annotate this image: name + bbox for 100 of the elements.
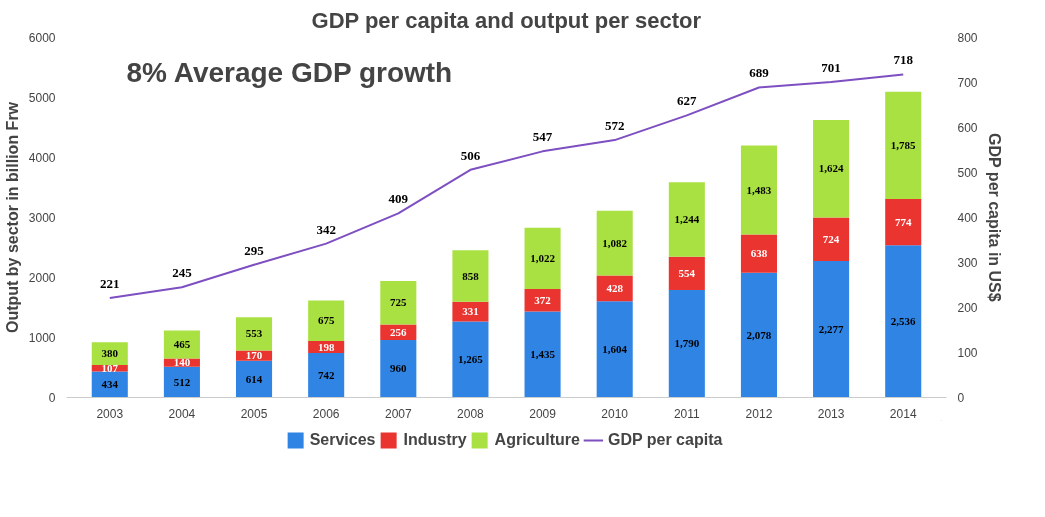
data-label: 638 (750, 247, 768, 260)
data-label: 572 (604, 118, 625, 134)
bar (885, 198, 922, 246)
legend-label: Agriculture (494, 431, 580, 449)
data-label: 725 (390, 296, 408, 309)
y2-tick-label: 700 (957, 76, 978, 90)
bar (740, 234, 777, 273)
data-label: 554 (678, 266, 696, 279)
data-label: 724 (822, 232, 840, 245)
data-label: 614 (245, 372, 263, 385)
bar (380, 339, 417, 398)
data-label: 553 (245, 327, 263, 340)
bar (380, 281, 417, 325)
y2-tick-label: 400 (957, 211, 978, 225)
x-tick-label: 2014 (889, 406, 917, 421)
data-label: 170 (245, 349, 263, 362)
data-label: 675 (317, 314, 335, 327)
bar (740, 272, 777, 398)
y-tick-label: 1000 (28, 331, 56, 345)
bar (596, 301, 633, 398)
x-tick-label: 2011 (673, 406, 701, 421)
y2-axis-title: GDP per capita in US$ (985, 133, 1003, 302)
data-label: 1,604 (602, 342, 628, 355)
data-label: 221 (100, 276, 120, 292)
bar (813, 120, 850, 218)
bar (236, 317, 273, 351)
y-tick-label: 4000 (28, 151, 56, 165)
data-label: 140 (173, 356, 191, 369)
data-label: 689 (749, 65, 770, 81)
data-label: 2,277 (818, 322, 844, 335)
bar (308, 300, 345, 342)
bar (885, 245, 922, 398)
x-tick-label: 2007 (384, 406, 412, 421)
data-label: 1,785 (890, 138, 917, 151)
data-label: 331 (462, 305, 479, 318)
data-label: 256 (390, 325, 408, 338)
data-label: 342 (316, 221, 336, 237)
data-label: 1,790 (674, 337, 700, 350)
y2-tick-label: 500 (957, 166, 978, 180)
bar (452, 250, 489, 302)
bar (668, 290, 705, 398)
y2-tick-label: 0 (957, 391, 965, 405)
bar (668, 182, 705, 257)
bar (452, 301, 489, 322)
data-label: 547 (532, 129, 553, 145)
data-label: 1,624 (818, 162, 844, 175)
x-tick-label: 2009 (529, 406, 557, 421)
data-label: 380 (101, 347, 119, 360)
annotation: 8% Average GDP growth (126, 56, 453, 88)
data-label: 1,022 (530, 251, 556, 264)
legend-label: Industry (403, 431, 467, 449)
data-label: 512 (173, 375, 191, 388)
bar (596, 210, 633, 276)
bar (524, 227, 561, 290)
bar (236, 360, 273, 398)
data-label: 409 (388, 191, 409, 207)
legend-label: Services (309, 431, 376, 449)
x-tick-label: 2010 (601, 406, 629, 421)
y2-tick-label: 800 (957, 31, 978, 45)
y-tick-label: 5000 (28, 91, 56, 105)
data-label: 434 (101, 377, 119, 390)
x-tick-label: 2005 (240, 406, 268, 421)
chart-title: GDP per capita and output per sector (311, 7, 702, 33)
bar (452, 321, 489, 398)
data-label: 701 (821, 60, 841, 76)
x-tick-label: 2006 (312, 406, 340, 421)
data-label: 1,435 (530, 347, 556, 360)
bar (163, 330, 200, 359)
bar (813, 217, 850, 261)
bar (668, 256, 705, 291)
data-label: 1,483 (746, 183, 772, 196)
legend-label: GDP per capita (607, 431, 723, 449)
y-tick-label: 3000 (28, 211, 56, 225)
bar (524, 311, 561, 398)
x-tick-label: 2004 (168, 406, 196, 421)
data-label: 428 (606, 281, 624, 294)
data-label: 858 (462, 269, 480, 282)
bar (885, 91, 922, 199)
y-tick-label: 6000 (28, 31, 56, 45)
y2-tick-label: 300 (957, 256, 978, 270)
x-tick-label: 2003 (96, 406, 124, 421)
data-label: 506 (460, 147, 481, 163)
data-label: 718 (893, 52, 914, 68)
x-tick-label: 2013 (817, 406, 845, 421)
data-label: 372 (534, 293, 552, 306)
data-label: 2,078 (746, 328, 772, 341)
y2-tick-label: 100 (957, 346, 978, 360)
y-axis-title: Output by sector in billion Frw (3, 101, 21, 334)
data-label: 627 (677, 93, 698, 109)
x-tick-label: 2012 (745, 406, 773, 421)
y-tick-label: 2000 (28, 271, 56, 285)
data-label: 295 (244, 242, 265, 258)
y-tick-label: 0 (48, 391, 56, 405)
bar (740, 145, 777, 235)
data-label: 465 (173, 337, 191, 350)
data-label: 107 (101, 361, 119, 374)
data-label: 2,536 (890, 314, 917, 327)
bar (308, 352, 345, 398)
y2-tick-label: 600 (957, 121, 978, 135)
bar (813, 260, 850, 398)
